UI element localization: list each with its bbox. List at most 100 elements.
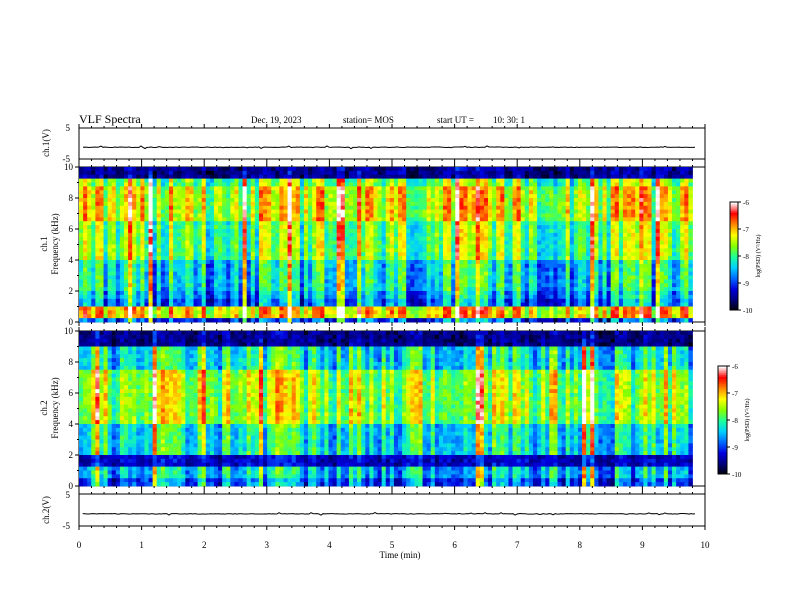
spectrogram-cell-1-4586 bbox=[431, 283, 435, 287]
spectrogram-cell-1-2635 bbox=[427, 233, 431, 237]
spectrogram-cell-1-2164 bbox=[341, 221, 345, 225]
spectrogram-cell-1-1113 bbox=[337, 194, 341, 198]
spectrogram-cell-1-1159 bbox=[525, 194, 529, 198]
spectrogram-cell-1-2174 bbox=[382, 221, 386, 225]
spectrogram-cell-1-55 bbox=[304, 167, 308, 171]
spectrogram-cell-1-4733 bbox=[418, 287, 422, 291]
spectrogram-cell-1-4107 bbox=[312, 272, 316, 276]
spectrogram-cell-1-3154 bbox=[95, 248, 99, 252]
spectrogram-cell-1-2931 bbox=[410, 241, 414, 245]
spectrogram-cell-1-4878 bbox=[398, 291, 402, 295]
spectrogram-cell-1-3194 bbox=[259, 248, 263, 252]
spectrogram-cell-1-1399 bbox=[279, 202, 283, 206]
spectrogram-cell-1-53 bbox=[296, 167, 300, 171]
spectrogram-cell-1-4188 bbox=[643, 272, 647, 276]
spectrogram-cell-1-1694 bbox=[259, 210, 263, 214]
spectrogram-cell-1-2181 bbox=[410, 221, 414, 225]
spectrogram-cell-1-2851 bbox=[83, 241, 87, 245]
spectrogram-cell-1-4592 bbox=[455, 283, 459, 287]
spectrogram-cell-1-569 bbox=[566, 179, 570, 183]
spectrogram-cell-1-3881 bbox=[615, 264, 619, 268]
spectrogram-cell-1-1093 bbox=[255, 194, 259, 198]
spectrogram-cell-1-353 bbox=[296, 175, 300, 179]
spectrogram-cell-1-1328 bbox=[603, 198, 607, 202]
spectrogram-cell-1-155 bbox=[99, 171, 103, 175]
spectrogram-cell-1-128 bbox=[603, 167, 607, 171]
spectrogram-cell-1-105 bbox=[508, 167, 512, 171]
spectrogram-cell-1-4520 bbox=[161, 283, 165, 287]
spectrogram-cell-1-2438 bbox=[234, 229, 238, 233]
spectrogram-cell-1-3077 bbox=[394, 245, 398, 249]
spectrogram-cell-1-3751 bbox=[83, 264, 87, 268]
spectrogram-cell-1-4770 bbox=[570, 287, 574, 291]
spectrogram-cell-1-2261 bbox=[124, 225, 128, 229]
spectrogram-cell-1-2658 bbox=[521, 233, 525, 237]
spectrogram-cell-1-3667 bbox=[353, 260, 357, 264]
spectrogram-cell-1-2085 bbox=[631, 217, 635, 221]
spectrogram-cell-1-133 bbox=[623, 167, 627, 171]
spectrogram-cell-1-778 bbox=[194, 186, 198, 190]
spectrogram-cell-1-845 bbox=[468, 186, 472, 190]
spectrogram-cell-1-2421 bbox=[165, 229, 169, 233]
spectrogram-cell-1-4795 bbox=[672, 287, 676, 291]
spectrogram-cell-1-3163 bbox=[132, 248, 136, 252]
spectrogram-cell-1-4207 bbox=[108, 276, 112, 280]
spectrogram-cell-1-113 bbox=[541, 167, 545, 171]
spectrogram-cell-1-3604 bbox=[95, 260, 99, 264]
spectrogram-cell-1-3239 bbox=[443, 248, 447, 252]
spectrogram-cell-1-2911 bbox=[328, 241, 332, 245]
spectrogram-cell-1-3430 bbox=[611, 252, 615, 256]
spectrogram-cell-1-2631 bbox=[410, 233, 414, 237]
spectrogram-cell-1-3164 bbox=[136, 248, 140, 252]
spectrogram-cell-1-1562 bbox=[333, 206, 337, 210]
spectrogram-cell-1-2769 bbox=[361, 237, 365, 241]
spectrogram-cell-1-3509 bbox=[320, 256, 324, 260]
spectrogram-cell-1-3277 bbox=[598, 248, 602, 252]
spectrogram-cell-1-2322 bbox=[373, 225, 377, 229]
spectrogram-cell-1-2251 bbox=[83, 225, 87, 229]
spectrogram-cell-1-3481 bbox=[206, 256, 210, 260]
spectrogram-cell-1-4334 bbox=[627, 276, 631, 280]
spectrogram-cell-1-3941 bbox=[247, 268, 251, 272]
spectrogram-cell-1-2530 bbox=[611, 229, 615, 233]
spectrogram-cell-1-4199 bbox=[688, 272, 692, 276]
spectrogram-cell-1-2600 bbox=[283, 233, 287, 237]
spectrogram-cell-1-4807 bbox=[108, 291, 112, 295]
spectrogram-cell-1-3803 bbox=[296, 264, 300, 268]
spectrogram-cell-1-2817 bbox=[558, 237, 562, 241]
spectrogram-cell-1-904 bbox=[95, 190, 99, 194]
spectrogram-cell-1-89 bbox=[443, 167, 447, 171]
spectrogram-cell-1-4248 bbox=[275, 276, 279, 280]
spectrogram-cell-1-2626 bbox=[390, 233, 394, 237]
spectrogram-cell-1-797 bbox=[271, 186, 275, 190]
spectrogram-cell-1-4713 bbox=[337, 287, 341, 291]
spectrogram-cell-1-380 bbox=[406, 175, 410, 179]
spectrogram-cell-1-413 bbox=[541, 175, 545, 179]
spectrogram-cell-1-2582 bbox=[210, 233, 214, 237]
spectrogram-cell-1-2246 bbox=[676, 221, 680, 225]
spectrogram-cell-1-907 bbox=[108, 190, 112, 194]
spectrogram-cell-1-1416 bbox=[349, 202, 353, 206]
spectrogram-cell-1-968 bbox=[357, 190, 361, 194]
spectrogram-cell-1-2759 bbox=[320, 237, 324, 241]
spectrogram-cell-1-3375 bbox=[386, 252, 390, 256]
spectrogram-cell-1-2656 bbox=[513, 233, 517, 237]
spectrogram-cell-1-2327 bbox=[394, 225, 398, 229]
spectrogram-cell-1-2513 bbox=[541, 229, 545, 233]
spectrogram-cell-1-1026 bbox=[594, 190, 598, 194]
spectrogram-cell-1-1633 bbox=[623, 206, 627, 210]
spectrogram-cell-1-4572 bbox=[373, 283, 377, 287]
spectrogram-cell-1-97 bbox=[476, 167, 480, 171]
spectrogram-cell-1-3168 bbox=[153, 248, 157, 252]
spectrogram-cell-1-1015 bbox=[549, 190, 553, 194]
spectrogram-cell-1-3349 bbox=[279, 252, 283, 256]
spectrogram-cell-1-515 bbox=[345, 179, 349, 183]
spectrogram-cell-1-1561 bbox=[328, 206, 332, 210]
spectrogram-cell-1-1975 bbox=[181, 217, 185, 221]
spectrogram-cell-1-2412 bbox=[128, 229, 132, 233]
spectrogram-cell-1-3835 bbox=[427, 264, 431, 268]
spectrogram-cell-1-3789 bbox=[239, 264, 243, 268]
spectrogram-cell-1-4230 bbox=[202, 276, 206, 280]
spectrogram-cell-1-4837 bbox=[230, 291, 234, 295]
spectrogram-cell-1-3594 bbox=[668, 256, 672, 260]
